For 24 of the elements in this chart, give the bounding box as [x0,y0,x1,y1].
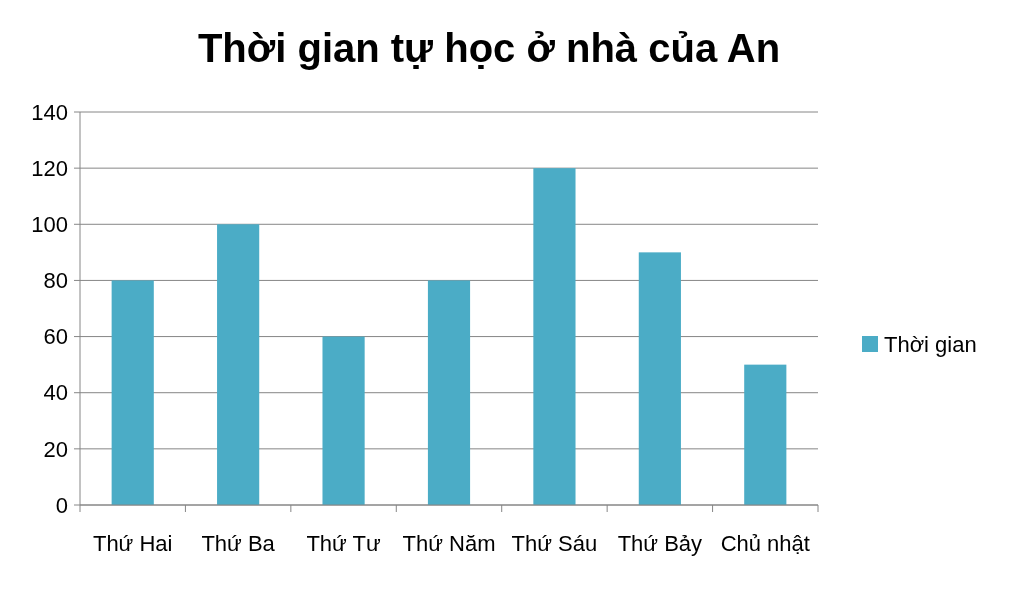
x-tick-label: Thứ Hai [92,531,173,556]
y-tick-label: 140 [31,99,68,125]
y-tick-label: 80 [43,268,68,294]
x-tick-label: Thứ Sáu [511,531,598,556]
y-tick-label: 40 [43,380,68,406]
bar [322,336,365,505]
chart-title: Thời gian tự học ở nhà của An [197,26,781,70]
bar [638,252,681,505]
y-tick-label: 0 [55,492,68,518]
x-tick-label: Thứ Năm [402,531,496,556]
x-tick-label: Thứ Tư [306,531,381,556]
bar [427,280,471,505]
y-tick-label: 60 [43,324,68,350]
legend-label: Thời gian [884,331,977,357]
y-tick-label: 120 [31,155,68,181]
x-tick-label: Thứ Bảy [617,531,703,556]
bar [533,168,576,505]
bar [217,224,260,505]
x-tick-label: Chủ nhật [720,531,810,556]
bar [111,280,154,505]
y-tick-label: 20 [43,436,68,462]
y-tick-label: 100 [31,211,68,237]
bar [744,364,787,505]
x-tick-label: Thứ Ba [201,531,276,556]
